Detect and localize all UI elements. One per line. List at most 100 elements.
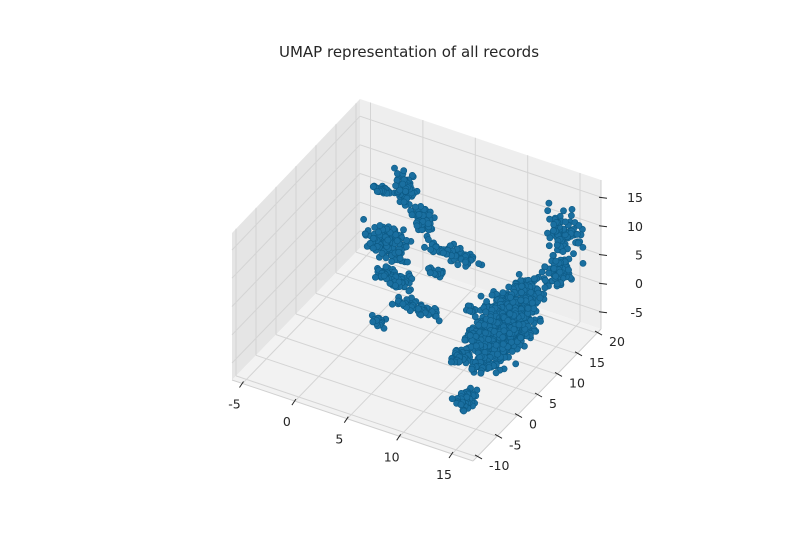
scatter-point [499, 333, 507, 341]
scatter-point [490, 327, 498, 335]
x-tick-label: 0 [283, 414, 291, 429]
scatter-point [482, 329, 489, 337]
scatter-point [528, 299, 536, 307]
scatter-point [439, 249, 447, 257]
x-tick-label: 5 [335, 432, 343, 447]
scatter-point [475, 321, 483, 329]
scatter-point [376, 222, 384, 229]
scatter-point [415, 211, 423, 218]
scatter-point [396, 186, 404, 194]
scatter-point [545, 242, 553, 250]
scatter-point [403, 236, 410, 244]
scatter-point [575, 222, 583, 229]
x-tick-mark [239, 381, 244, 388]
scatter-point [460, 407, 468, 415]
scatter-point [538, 268, 546, 276]
scatter-point [393, 237, 401, 245]
grid-line-y-floor [355, 251, 598, 334]
scatter-point [527, 316, 535, 324]
y-tick-mark [574, 351, 583, 357]
scatter-point [517, 334, 524, 342]
scatter-point [550, 265, 558, 272]
z-tick-mark [598, 254, 608, 256]
scatter-point [399, 180, 407, 188]
scatter-point [468, 365, 476, 373]
scatter-point [421, 243, 428, 251]
z-tick-mark [598, 225, 608, 228]
scatter-point [400, 226, 407, 234]
scatter-point [518, 289, 525, 296]
scatter-point [384, 236, 392, 244]
scatter-point [549, 252, 557, 259]
x-tick-mark [396, 434, 402, 441]
scatter-point [565, 266, 572, 274]
scatter-point [541, 263, 549, 271]
scatter-point [488, 291, 496, 299]
scatter-point [530, 305, 538, 312]
x-tick-label: -5 [228, 397, 240, 412]
scatter-point [579, 243, 587, 251]
scatter-point [518, 282, 526, 290]
z-tick-label: 10 [627, 219, 643, 234]
scatter-point [454, 261, 462, 269]
grid-line-z-back [359, 115, 602, 198]
scatter-point [573, 230, 581, 238]
scatter-point [483, 298, 490, 305]
y-tick-label: 15 [589, 355, 605, 370]
scatter-point [515, 270, 523, 278]
y-axis-line [472, 328, 602, 462]
scatter-point [545, 269, 553, 277]
scatter-point [405, 287, 413, 295]
scatter-point [382, 254, 390, 262]
scatter-point [481, 321, 488, 329]
grid-line-z-left [231, 230, 361, 364]
scatter-point [404, 258, 411, 266]
scatter-point [556, 268, 564, 276]
scatter-point [507, 338, 515, 346]
scatter-point [510, 325, 518, 333]
scatter-point [477, 369, 485, 377]
scatter-point [506, 329, 514, 337]
scatter-point [500, 327, 508, 335]
scatter-point [552, 272, 559, 280]
scatter-point [544, 207, 552, 215]
z-tick-label: 0 [635, 276, 643, 291]
x-tick-mark [448, 451, 454, 459]
scatter-point [574, 239, 582, 247]
chart-title: UMAP representation of all records [279, 43, 539, 61]
grid-line-z-left [231, 115, 361, 251]
scatter-point [408, 171, 416, 179]
scatter-point [537, 317, 544, 325]
scatter-point [550, 227, 557, 235]
scatter-point [524, 304, 532, 312]
scatter-point [559, 248, 567, 255]
grid-line-z-left [231, 173, 361, 307]
scatter-point [417, 311, 425, 319]
scatter-point [506, 293, 514, 301]
y-tick-label: 20 [609, 334, 625, 349]
grid-line-y-floor [255, 354, 498, 437]
scatter-point [400, 198, 408, 206]
scatter-point [570, 250, 577, 258]
scatter-point [369, 234, 377, 242]
scatter-point [424, 220, 432, 227]
scatter-point [466, 331, 474, 339]
scatter-point [553, 280, 561, 288]
y-tick-label: 5 [549, 396, 557, 411]
scatter-point [435, 317, 443, 325]
scatter-point [492, 369, 500, 377]
scatter-point [541, 276, 549, 284]
x-tick-mark [343, 416, 349, 423]
scatter-point [388, 300, 396, 308]
scatter-point [402, 187, 409, 195]
scatter-point [477, 292, 485, 300]
scatter-point [552, 257, 560, 265]
scatter-point [400, 167, 408, 175]
scatter-point [457, 401, 465, 408]
y-tick-mark [534, 392, 543, 398]
scatter-point [506, 310, 514, 318]
scatter-point [380, 272, 388, 280]
scatter-point [396, 254, 404, 262]
z-tick-mark [598, 196, 608, 199]
